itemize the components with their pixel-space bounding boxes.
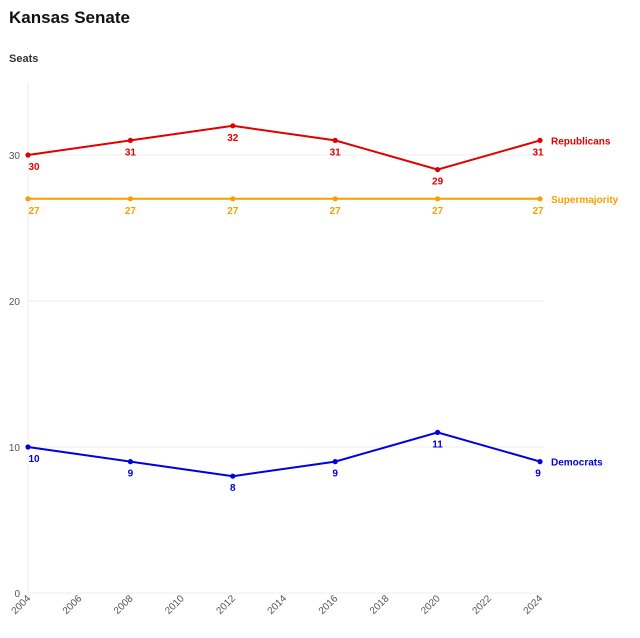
data-label: 10 [28,454,40,465]
y-tick-label: 0 [14,589,20,600]
x-tick-label: 2012 [214,593,238,617]
x-tick-label: 2016 [317,593,341,617]
series-republicans: 30 31 32 31 29 31 Republicans [25,123,611,188]
data-label: 31 [532,147,544,158]
data-point [537,196,543,202]
data-point [537,137,543,143]
data-point [332,459,338,465]
x-tick-label: 2024 [522,593,546,617]
data-point [25,444,31,450]
series-label: Supermajority [551,195,619,206]
data-label: 30 [28,162,40,173]
y-tick-label: 10 [9,443,21,454]
series-line [27,431,541,478]
data-point [127,137,133,143]
data-label: 29 [432,177,444,188]
data-label: 9 [535,469,541,480]
data-point [127,196,133,202]
x-tick-label: 2018 [368,593,392,617]
x-tick-label: 2010 [163,593,187,617]
data-point [230,196,236,202]
data-label: 9 [128,469,134,480]
data-point [537,459,543,465]
x-tick-label: 2006 [61,593,85,617]
data-point [332,137,338,143]
data-label: 32 [227,133,239,144]
data-label: 27 [227,206,239,217]
data-label: 31 [330,147,342,158]
data-point [435,196,441,202]
series-democrats: 10 9 8 9 11 9 Democrats [25,429,603,494]
series-line [27,124,541,171]
data-point [435,167,441,173]
x-tick-label: 2022 [470,593,494,617]
x-tick-label: 2004 [10,593,34,617]
data-point [332,196,338,202]
data-label: 27 [28,206,40,217]
series-label: Democrats [551,458,603,469]
data-label: 11 [432,439,443,450]
chart-title: Kansas Senate [9,8,130,27]
data-point [435,429,441,435]
y-axis-label: Seats [9,53,39,65]
series-label: Republicans [551,136,611,147]
x-tick-label: 2014 [266,593,290,617]
y-tick-label: 30 [9,151,21,162]
data-label: 27 [532,206,544,217]
data-label: 27 [330,206,342,217]
data-label: 31 [125,147,137,158]
data-point [230,473,236,479]
x-tick-label: 2020 [419,593,443,617]
x-tick-label: 2008 [112,593,136,617]
data-point [127,459,133,465]
data-label: 27 [432,206,444,217]
series-supermajority: 27 27 27 27 27 27 Supermajority [25,195,619,217]
data-point [25,196,31,202]
data-label: 8 [230,483,236,494]
y-tick-label: 20 [9,297,21,308]
data-point [25,152,31,158]
data-label: 27 [125,206,137,217]
data-label: 9 [332,469,338,480]
data-point [230,123,236,129]
